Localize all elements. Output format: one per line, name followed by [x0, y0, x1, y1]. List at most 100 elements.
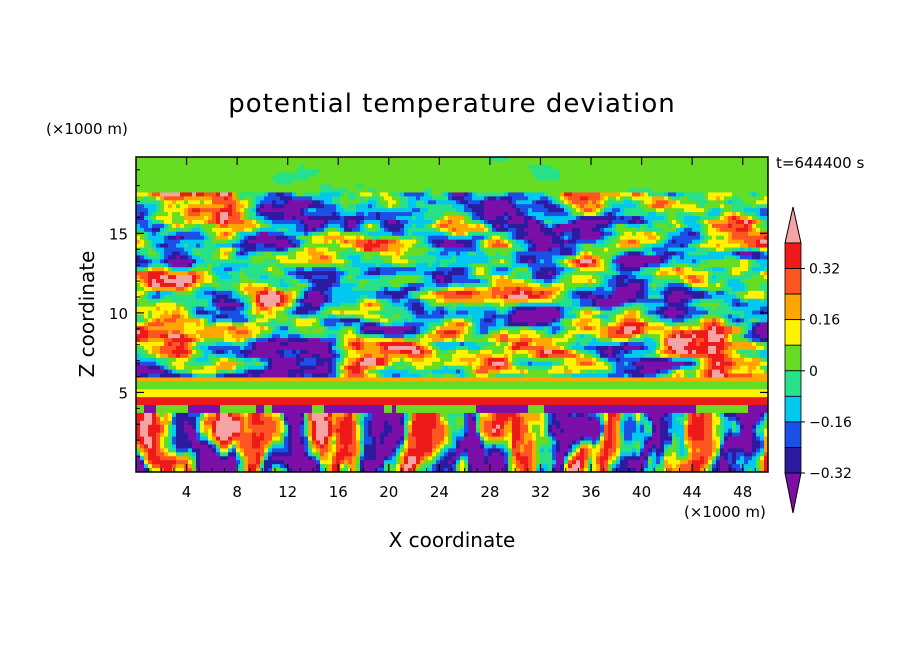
contour-cell	[464, 212, 469, 217]
contour-cell	[752, 235, 757, 241]
contour-cell	[288, 267, 293, 272]
contour-cell	[172, 267, 177, 272]
contour-cell	[392, 223, 397, 229]
contour-cell	[396, 164, 401, 170]
contour-cell	[200, 184, 205, 190]
contour-cell	[592, 160, 597, 166]
contour-cell	[164, 208, 169, 213]
contour-cell	[324, 259, 329, 264]
contour-cell	[552, 271, 557, 276]
contour-cell	[524, 180, 529, 186]
contour-cell	[256, 157, 261, 162]
contour-cell	[332, 192, 337, 197]
contour-cell	[732, 196, 737, 201]
contour-cell	[560, 263, 565, 268]
contour-cell	[224, 188, 229, 194]
contour-cell	[432, 192, 437, 197]
contour-cell	[352, 164, 357, 170]
contour-cell	[704, 157, 709, 162]
contour-cell	[296, 208, 301, 213]
contour-cell	[680, 227, 685, 233]
contour-cell	[272, 259, 277, 264]
contour-cell	[300, 212, 305, 217]
contour-cell	[584, 243, 589, 249]
contour-cell	[292, 168, 297, 174]
contour-cell	[536, 247, 541, 253]
contour-cell	[756, 208, 761, 213]
contour-cell	[380, 263, 385, 268]
contour-cell	[504, 164, 509, 170]
contour-cell	[676, 263, 681, 268]
contour-cell	[572, 157, 577, 162]
contour-cell	[608, 160, 613, 166]
contour-cell	[272, 255, 277, 260]
contour-cell	[452, 275, 457, 280]
contour-cell	[636, 172, 641, 178]
contour-cell	[468, 243, 473, 249]
contour-cell	[284, 160, 289, 166]
contour-cell	[552, 212, 557, 217]
contour-cell	[728, 176, 733, 182]
contour-cell	[244, 220, 249, 225]
contour-cell	[200, 164, 205, 170]
contour-cell	[380, 223, 385, 229]
contour-cell	[540, 263, 545, 268]
contour-cell	[320, 216, 325, 221]
contour-cell	[764, 251, 768, 257]
contour-cell	[276, 157, 281, 162]
contour-cell	[136, 204, 141, 209]
contour-cell	[408, 279, 413, 284]
contour-cell	[188, 216, 193, 221]
contour-cell	[388, 239, 393, 245]
contour-cell	[432, 200, 437, 205]
contour-cell	[328, 216, 333, 221]
contour-cell	[612, 227, 617, 233]
contour-cell	[148, 235, 153, 241]
contour-cell	[596, 216, 601, 221]
contour-cell	[580, 220, 585, 225]
contour-cell	[556, 157, 561, 162]
contour-cell	[744, 227, 749, 233]
contour-cell	[216, 235, 221, 241]
contour-cell	[196, 259, 201, 264]
contour-cell	[376, 212, 381, 217]
contour-cell	[276, 220, 281, 225]
contour-cell	[220, 267, 225, 272]
contour-cell	[340, 200, 345, 205]
contour-cell	[308, 251, 313, 257]
contour-cell	[568, 204, 573, 209]
contour-cell	[584, 212, 589, 217]
contour-cell	[664, 271, 669, 276]
contour-cell	[704, 227, 709, 233]
contour-cell	[512, 176, 517, 182]
contour-cell	[360, 208, 365, 213]
contour-cell	[572, 251, 577, 257]
contour-cell	[420, 200, 425, 205]
contour-cell	[500, 200, 505, 205]
contour-cell	[140, 204, 145, 209]
contour-cell	[584, 231, 589, 237]
contour-cell	[604, 180, 609, 186]
contour-cell	[620, 188, 625, 194]
contour-cell	[532, 180, 537, 186]
contour-cell	[548, 204, 553, 209]
contour-cell	[724, 168, 729, 174]
contour-cell	[724, 172, 729, 178]
contour-cell	[532, 275, 537, 280]
contour-cell	[380, 239, 385, 245]
contour-cell	[676, 212, 681, 217]
contour-cell	[268, 216, 273, 221]
contour-cell	[764, 263, 768, 268]
contour-cell	[648, 164, 653, 170]
contour-cell	[476, 172, 481, 178]
contour-cell	[528, 235, 533, 241]
contour-cell	[564, 157, 569, 162]
contour-cell	[368, 223, 373, 229]
contour-cell	[692, 160, 697, 166]
contour-cell	[660, 255, 665, 260]
contour-cell	[300, 220, 305, 225]
contour-cell	[400, 188, 405, 194]
contour-cell	[376, 168, 381, 174]
contour-cell	[424, 200, 429, 205]
contour-cell	[292, 192, 297, 197]
